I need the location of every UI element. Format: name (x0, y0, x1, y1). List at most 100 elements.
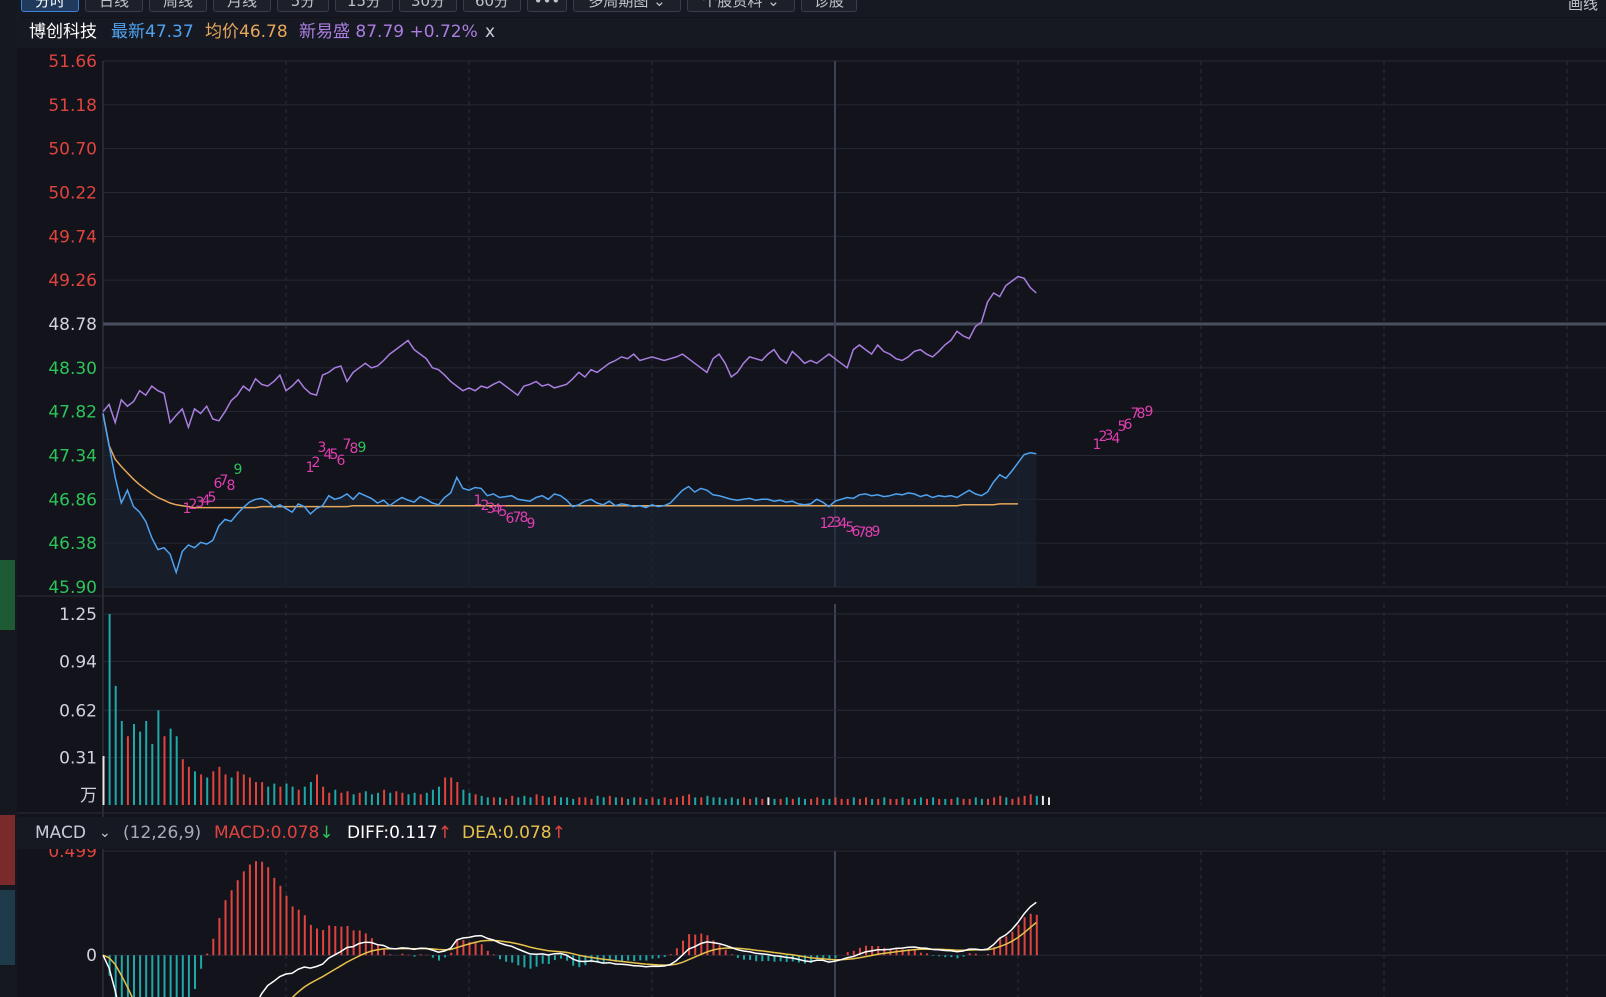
tab-2[interactable]: 周线 (149, 0, 207, 12)
tab-8[interactable]: ••• (527, 0, 567, 12)
sequence-marker: 9 (872, 524, 881, 540)
arrow-up-icon: ↑ (551, 823, 566, 843)
sequence-marker: 2 (189, 497, 198, 513)
macd-title[interactable]: MACD (35, 823, 86, 843)
volume-tick-label: 0.62 (59, 701, 97, 721)
price-tick-label: 46.86 (48, 490, 97, 510)
volume-tick-label: 0.31 (59, 749, 97, 769)
dea-value-text: DEA:0.078 (462, 823, 552, 843)
tab-6[interactable]: 30分 (399, 0, 457, 12)
sequence-marker: 9 (527, 516, 536, 532)
period-toolbar: 分时 日线 周线 月线 5分 15分 30分 60分 ••• 多周期图 ⌄ 个股资料 ⌄ 诊股 画线 (17, 0, 1606, 17)
price-tick-label: 50.22 (48, 184, 97, 204)
latest-price: 最新47.37 (111, 22, 194, 42)
sequence-marker: 9 (234, 462, 243, 478)
tab-1[interactable]: 日线 (85, 0, 143, 12)
dea-value: DEA:0.078↑ (462, 817, 566, 849)
sequence-marker: 8 (520, 510, 529, 526)
sequence-marker: 1 (1093, 437, 1102, 453)
compare-stock-line (102, 275, 1037, 430)
price-tick-label: 48.30 (48, 359, 97, 379)
sequence-marker: 6 (1124, 417, 1133, 433)
chevron-down-icon[interactable]: ⌄ (99, 825, 111, 841)
sequence-marker: 6 (337, 453, 346, 469)
sequence-marker: 5 (846, 520, 855, 536)
tab-10[interactable]: 个股资料 ⌄ (687, 0, 795, 12)
macd-value: MACD:0.078↓ (214, 817, 334, 849)
info-bar: 博创科技 最新47.37 均价46.78 新易盛 87.79 +0.72% x (17, 18, 1606, 48)
strip-blue-block (0, 890, 15, 965)
sequence-marker: 5 (1118, 419, 1127, 435)
price-tick-label: 45.90 (48, 578, 97, 598)
macd-panel-bg (17, 849, 1606, 997)
sequence-marker: 5 (330, 447, 339, 463)
compare-stock[interactable]: 新易盛 87.79 +0.72% (299, 22, 478, 42)
sequence-marker: 2 (312, 455, 321, 471)
sequence-marker: 9 (358, 440, 367, 456)
sequence-marker: 9 (1145, 404, 1154, 420)
avg-price-line (102, 413, 1018, 509)
sequence-marker: 2 (1099, 429, 1108, 445)
sequence-marker: 8 (1137, 406, 1146, 422)
price-tick-label: 51.18 (48, 96, 97, 116)
strip-green-block (0, 560, 15, 630)
price-panel-bg (17, 48, 1606, 600)
sequence-marker: 4 (493, 502, 502, 518)
strip-red-block (0, 815, 15, 885)
avg-price: 均价46.78 (205, 22, 288, 42)
sequence-marker: 3 (318, 440, 327, 456)
diff-value-text: DIFF:0.117 (347, 823, 438, 843)
sequence-marker: 8 (865, 525, 874, 541)
tab-5[interactable]: 15分 (335, 0, 393, 12)
sequence-marker: 5 (208, 490, 217, 506)
price-tick-label: 47.34 (48, 447, 97, 467)
sequence-marker: 7 (858, 525, 867, 541)
sequence-marker: 7 (1131, 406, 1140, 422)
price-tick-label: 46.38 (48, 534, 97, 554)
sequence-marker: 6 (852, 524, 861, 540)
sequence-marker: 3 (833, 515, 842, 531)
tab-11[interactable]: 诊股 (801, 0, 857, 12)
price-area-fill (103, 413, 1037, 587)
dea-line (102, 921, 1037, 997)
tab-4[interactable]: 5分 (277, 0, 329, 12)
sequence-marker: 6 (506, 511, 515, 527)
close-compare-icon[interactable]: x (485, 22, 496, 42)
price-line (102, 413, 1037, 575)
price-tick-label: 47.82 (48, 403, 97, 423)
draw-line-button[interactable]: 画线 (1567, 0, 1598, 13)
sequence-marker: 1 (306, 460, 315, 476)
price-tick-label: 50.70 (48, 140, 97, 160)
price-tick-label: 49.74 (48, 227, 97, 247)
tab-3[interactable]: 月线 (213, 0, 271, 12)
sequence-marker: 1 (474, 493, 483, 509)
sequence-marker: 8 (227, 478, 236, 494)
price-tick-label: 51.66 (48, 52, 97, 72)
sequence-marker: 4 (202, 493, 211, 509)
macd-tick-label: 0 (86, 946, 97, 966)
volume-tick-label: 0.94 (59, 652, 97, 672)
tab-9[interactable]: 多周期图 ⌄ (573, 0, 681, 12)
volume-tick-label: 1.25 (59, 605, 97, 625)
sequence-marker: 7 (220, 473, 229, 489)
sequence-marker: 3 (1105, 428, 1114, 444)
sequence-marker: 4 (839, 516, 848, 532)
sequence-marker: 7 (343, 437, 352, 453)
tab-0[interactable]: 分时 (21, 0, 79, 12)
sequence-marker: 5 (499, 504, 508, 520)
macd-value-text: MACD:0.078 (214, 823, 320, 843)
sequence-marker: 2 (481, 498, 490, 514)
diff-line (102, 901, 1037, 997)
stock-name: 博创科技 (29, 22, 97, 42)
sequence-marker: 3 (487, 501, 496, 517)
sequence-marker: 3 (196, 495, 205, 511)
diff-value: DIFF:0.117↑ (347, 817, 452, 849)
arrow-up-icon: ↑ (437, 823, 452, 843)
tab-7[interactable]: 60分 (463, 0, 521, 12)
macd-header: MACD ⌄ (12,26,9) MACD:0.078↓ DIFF:0.117↑… (17, 817, 1606, 849)
sequence-marker: 8 (350, 441, 359, 457)
price-tick-label: 48.78 (48, 315, 97, 335)
left-strip (0, 0, 18, 997)
sequence-marker: 2 (827, 515, 836, 531)
sequence-marker: 1 (183, 501, 192, 517)
